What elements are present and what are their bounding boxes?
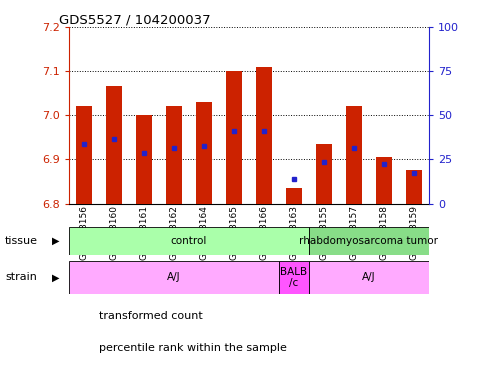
Bar xyxy=(196,102,212,204)
Text: strain: strain xyxy=(5,272,37,283)
Bar xyxy=(279,261,309,294)
Text: percentile rank within the sample: percentile rank within the sample xyxy=(99,343,286,353)
Text: control: control xyxy=(171,236,207,246)
Bar xyxy=(256,67,272,204)
Bar xyxy=(286,188,302,204)
Text: A/J: A/J xyxy=(167,272,181,283)
Text: tissue: tissue xyxy=(5,236,38,246)
Bar xyxy=(69,227,309,255)
Text: ▶: ▶ xyxy=(52,272,59,283)
Bar xyxy=(166,106,182,204)
Text: BALB
/c: BALB /c xyxy=(281,266,308,288)
Bar xyxy=(316,144,332,204)
Bar xyxy=(76,106,92,204)
Text: transformed count: transformed count xyxy=(99,311,202,321)
Bar xyxy=(309,227,429,255)
Bar xyxy=(346,106,362,204)
Bar xyxy=(309,261,429,294)
Text: rhabdomyosarcoma tumor: rhabdomyosarcoma tumor xyxy=(299,236,438,246)
Bar xyxy=(69,261,279,294)
Text: A/J: A/J xyxy=(362,272,376,283)
Bar xyxy=(226,71,242,204)
Bar xyxy=(136,115,152,204)
Bar xyxy=(406,170,422,204)
Bar xyxy=(376,157,392,204)
Text: ▶: ▶ xyxy=(52,236,59,246)
Text: GDS5527 / 104200037: GDS5527 / 104200037 xyxy=(59,13,211,26)
Bar xyxy=(106,86,122,204)
